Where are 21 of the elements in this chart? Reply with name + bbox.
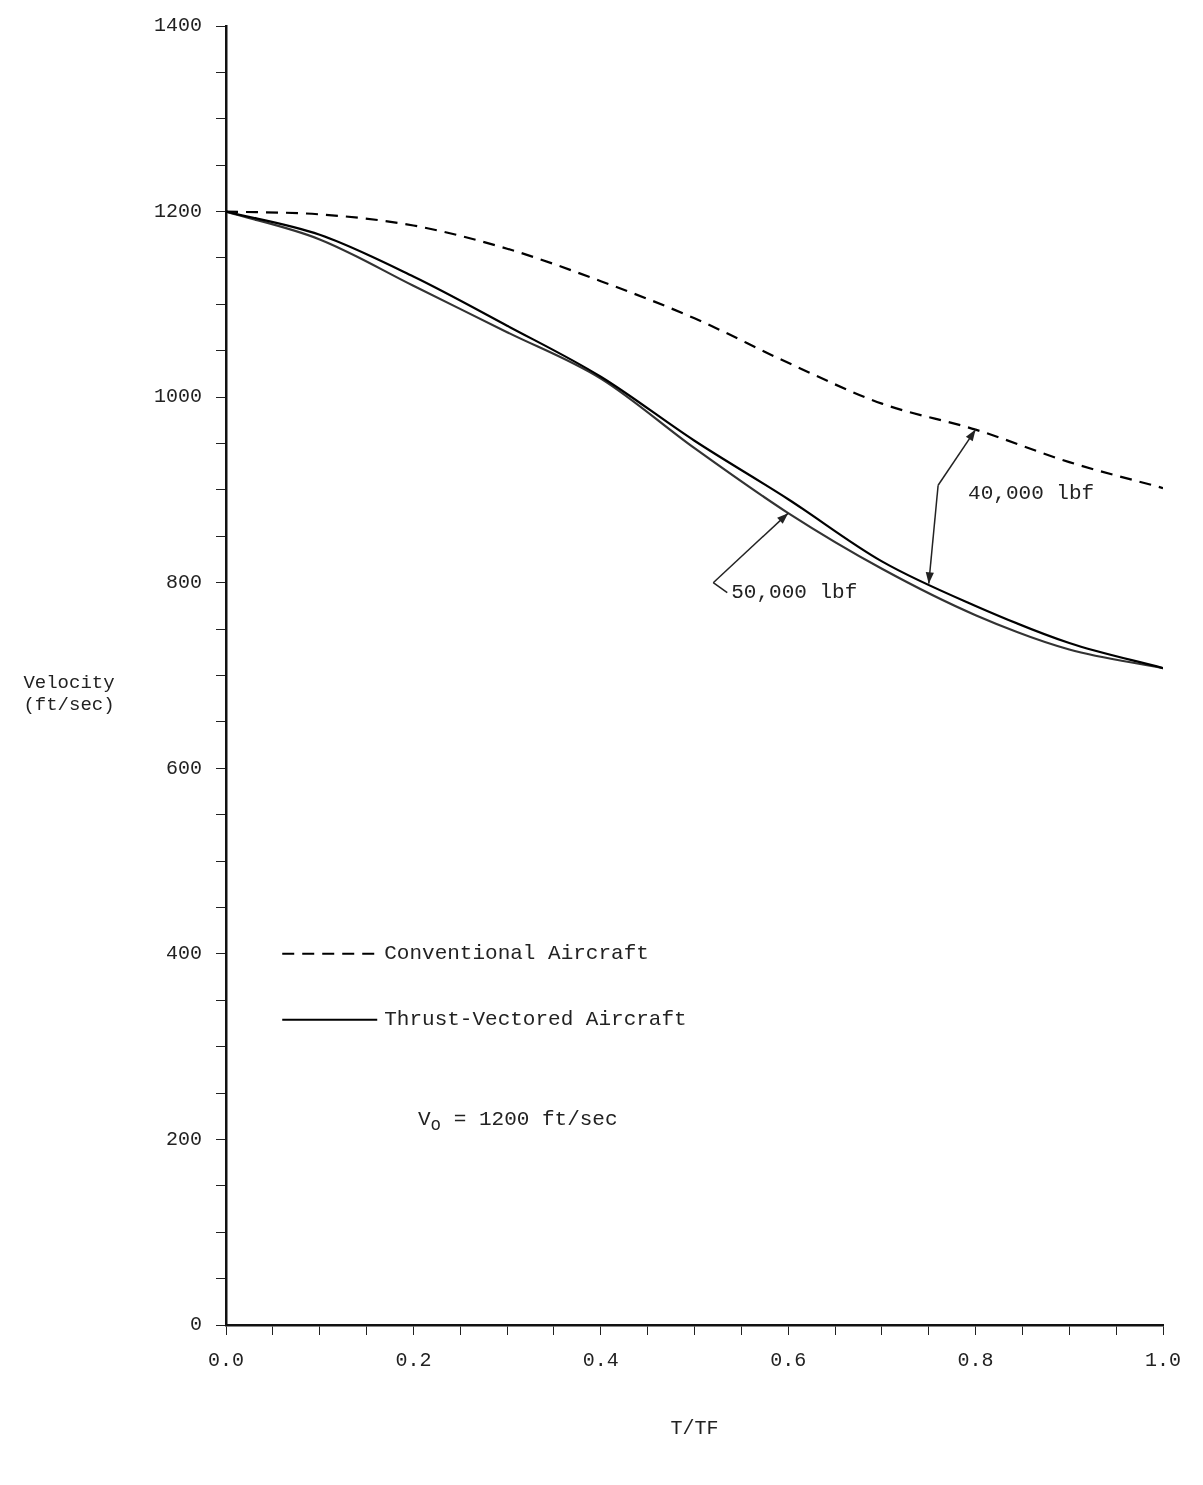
x-tick-label: 1.0 — [1144, 1349, 1182, 1373]
annotation: 40,000 lbf — [968, 481, 1095, 505]
legend-label: Conventional Aircraft — [384, 942, 649, 966]
annotation: V$_{o}$ = 1200 ft/sec — [418, 1108, 618, 1136]
x-tick-label: 0.6 — [770, 1349, 807, 1373]
x-tick-label: 0.0 — [208, 1349, 245, 1373]
y-tick-label: 200 — [165, 1127, 203, 1151]
y-axis-title: Velocity (ft/sec) — [22, 672, 116, 716]
x-axis-title: T/TF — [670, 1417, 719, 1441]
x-tick-label: 0.2 — [395, 1349, 432, 1373]
x-tick-label: 0.4 — [582, 1349, 619, 1373]
y-tick-label: 1400 — [153, 14, 203, 38]
annotation: 50,000 lbf — [731, 581, 858, 605]
y-tick-label: 800 — [165, 571, 203, 595]
y-tick-label: 400 — [165, 942, 203, 966]
y-tick-label: 1000 — [153, 385, 203, 409]
y-tick-label: 1200 — [153, 199, 203, 223]
x-tick-label: 0.8 — [957, 1349, 994, 1373]
y-tick-label: 0 — [189, 1313, 203, 1337]
legend-label: Thrust-Vectored Aircraft — [384, 1008, 687, 1032]
y-tick-label: 600 — [165, 756, 203, 780]
